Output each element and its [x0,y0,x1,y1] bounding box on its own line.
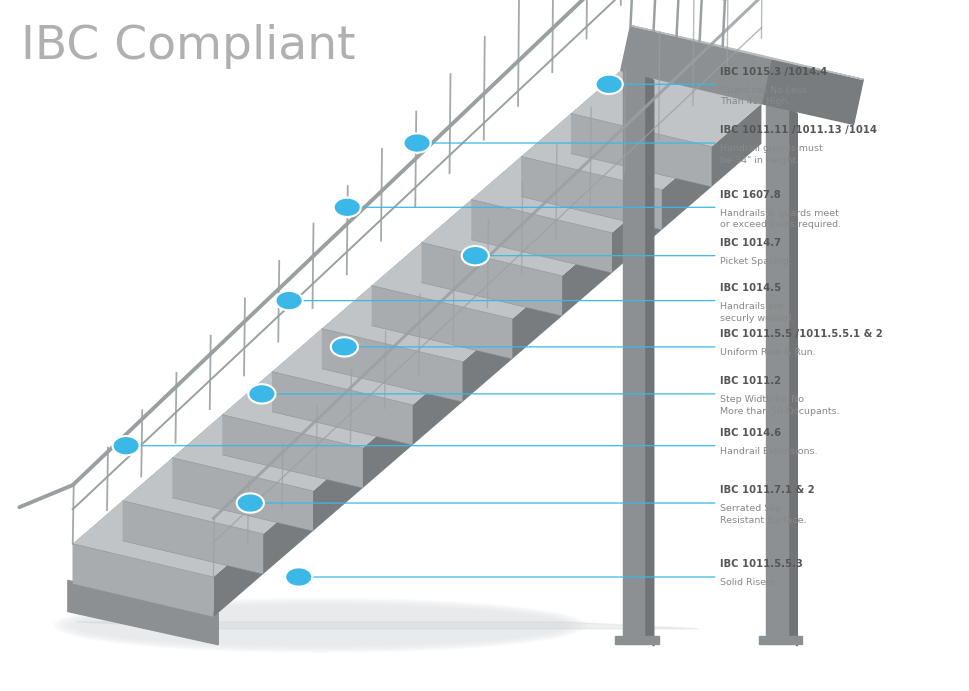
Text: IBC 1011.11 /1011.13 /1014: IBC 1011.11 /1011.13 /1014 [719,126,876,135]
Polygon shape [643,70,653,646]
Polygon shape [620,26,770,104]
Polygon shape [213,104,761,617]
Text: Guard rail No Less
Than 42" High.: Guard rail No Less Than 42" High. [719,86,806,106]
Ellipse shape [73,605,567,646]
Circle shape [595,75,622,94]
Polygon shape [766,104,787,636]
Polygon shape [222,372,412,448]
Text: Serrated Slip
Resistant Surface.: Serrated Slip Resistant Surface. [719,504,805,525]
Circle shape [248,384,275,404]
Polygon shape [622,70,643,636]
Polygon shape [271,329,462,405]
Text: IBC 1607.8: IBC 1607.8 [719,190,780,200]
Text: IBC 1011.5.5 /1011.5.5.1 & 2: IBC 1011.5.5 /1011.5.5.1 & 2 [719,330,882,339]
Text: Handrail Extensions.: Handrail Extensions. [719,447,817,456]
Polygon shape [630,26,862,79]
Circle shape [461,246,488,265]
Circle shape [403,133,430,153]
Circle shape [285,567,312,587]
Polygon shape [73,501,263,577]
Polygon shape [73,70,620,584]
Ellipse shape [53,598,586,653]
Polygon shape [222,415,362,488]
Polygon shape [520,113,711,190]
Circle shape [236,493,264,513]
Polygon shape [172,415,362,491]
Polygon shape [271,372,412,445]
Polygon shape [520,157,661,230]
Polygon shape [758,636,801,644]
Text: IBC 1011.7.1 & 2: IBC 1011.7.1 & 2 [719,486,814,495]
Text: IBC 1015.3 /1014.4: IBC 1015.3 /1014.4 [719,67,827,77]
Polygon shape [422,243,562,316]
Polygon shape [371,243,562,319]
Circle shape [112,436,140,455]
Ellipse shape [58,600,581,651]
Polygon shape [68,580,218,645]
Circle shape [330,337,358,357]
Polygon shape [322,329,462,402]
Polygon shape [471,157,661,233]
Polygon shape [78,622,698,629]
Text: Step Width for No
More than 50 Occupants.: Step Width for No More than 50 Occupants… [719,395,838,416]
Polygon shape [172,457,313,531]
Ellipse shape [68,603,572,648]
Polygon shape [571,70,761,146]
Text: IBC 1014.6: IBC 1014.6 [719,428,780,438]
Polygon shape [787,104,797,646]
Text: IBC 1011.2: IBC 1011.2 [719,377,780,386]
Circle shape [333,198,360,217]
Text: Uniform Rise & Run.: Uniform Rise & Run. [719,348,815,357]
Polygon shape [614,636,658,644]
Polygon shape [371,285,512,359]
Text: IBC 1014.7: IBC 1014.7 [719,238,780,248]
Polygon shape [571,113,711,187]
Polygon shape [122,457,313,534]
Text: Handrails are
securly welded.: Handrails are securly welded. [719,302,794,323]
Text: IBC Compliant: IBC Compliant [21,24,356,69]
Text: IBC 1014.5: IBC 1014.5 [719,283,780,293]
Polygon shape [471,200,611,273]
Polygon shape [122,501,263,574]
Polygon shape [422,200,611,276]
Text: Solid Risers.: Solid Risers. [719,578,777,587]
Text: Picket Spacing.: Picket Spacing. [719,257,791,266]
Polygon shape [322,285,512,362]
Circle shape [275,291,302,310]
Polygon shape [761,59,862,124]
Ellipse shape [63,601,577,650]
Polygon shape [73,544,213,617]
Text: IBC 1011.5.5.3: IBC 1011.5.5.3 [719,560,801,569]
Text: Handrails & guards meet
or exceed loads required.: Handrails & guards meet or exceed loads … [719,209,840,229]
Text: Handrail guards must
be 34" in height.: Handrail guards must be 34" in height. [719,144,822,165]
